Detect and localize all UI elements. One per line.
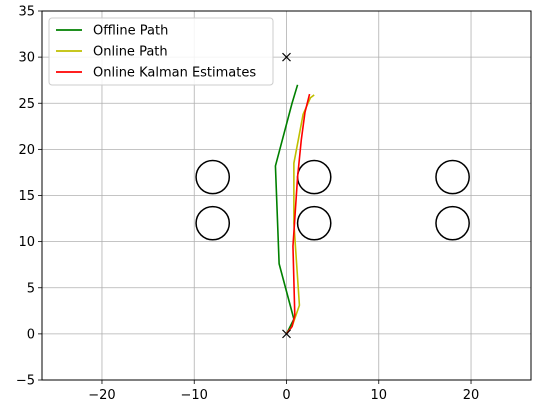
x-tick-label: 10 [370, 388, 387, 403]
legend-box [48, 17, 274, 86]
y-tick-label: 5 [27, 281, 35, 296]
legend-label: Online Path [93, 45, 168, 60]
legend: Offline Path Online Path Online Kalman Est… [48, 17, 274, 86]
x-tick-label: 0 [282, 388, 290, 403]
x-tick-label: −20 [88, 388, 115, 403]
plot-area [195, 52, 470, 339]
y-tick-label: −5 [16, 374, 35, 389]
y-tick-label: 10 [18, 235, 35, 250]
x-marker-stroke [282, 52, 291, 62]
legend-label: Online Kalman Estimates [93, 66, 256, 81]
obstacle-circle [435, 205, 470, 241]
x-tick-label: 20 [463, 388, 480, 403]
x-marker [282, 329, 291, 339]
x-tick-label: −10 [181, 388, 208, 403]
legend-label: Offline Path [93, 24, 168, 39]
ticks: −20 −10 0 10 20 −5 0 5 10 15 20 25 30 35 [16, 5, 479, 404]
obstacle-circle [435, 159, 470, 195]
series-line [285, 93, 311, 335]
y-tick-label: 0 [27, 327, 35, 342]
y-tick-label: 25 [18, 97, 35, 112]
y-tick-label: 15 [18, 189, 35, 204]
x-marker-stroke [282, 329, 291, 339]
obstacle-circle [296, 205, 332, 241]
y-tick-label: 20 [18, 143, 35, 158]
series-line [274, 84, 299, 335]
obstacle-circle [195, 159, 231, 195]
y-tick-label: 30 [18, 51, 35, 66]
obstacle-circle [195, 205, 231, 241]
y-tick-label: 35 [18, 5, 35, 20]
x-marker [282, 52, 291, 62]
